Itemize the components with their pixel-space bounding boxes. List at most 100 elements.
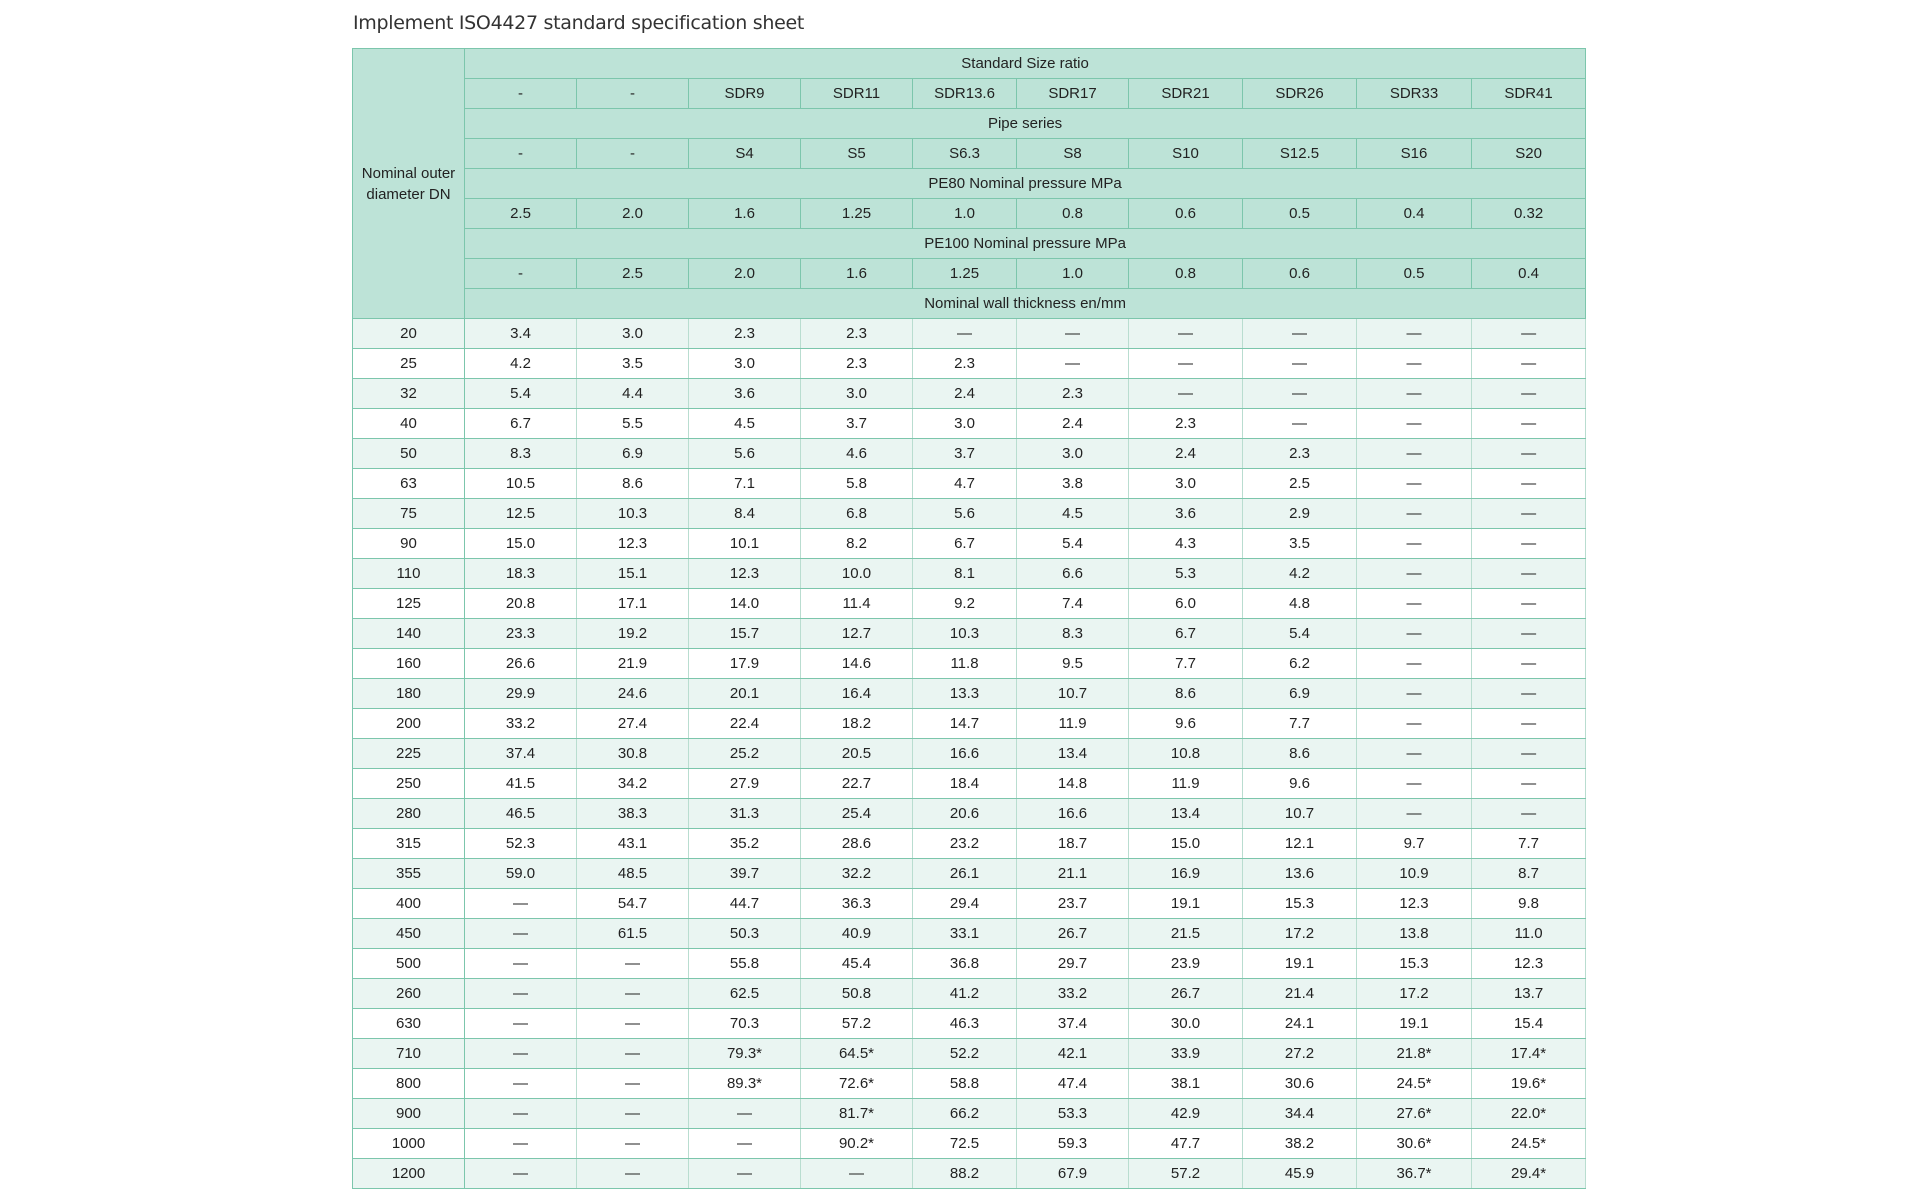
pipe-series-cell: S6.3: [912, 138, 1017, 169]
wall-thickness-cell: —: [464, 1128, 577, 1159]
pe100-pressure-label-row: PE100 Nominal pressure MPa: [353, 228, 1587, 259]
wall-thickness-cell: —: [576, 1128, 689, 1159]
wall-thickness-cell: 12.3: [1470, 948, 1587, 979]
wall-thickness-cell: 48.5: [576, 858, 689, 889]
table-row: 90 15.0 12.3 10.1 8.2 6.7 5.4 4.3 3.5— —: [352, 528, 1587, 559]
wall-thickness-cell: 2.4: [1016, 408, 1129, 439]
wall-thickness-cell: 2.3: [1016, 378, 1129, 409]
pe100-pressure-cell: 1.6: [800, 258, 913, 289]
table-row: 260— —62.5 50.8 41.2 33.2 26.7 21.4 17.2 13.7: [352, 978, 1587, 1009]
wall-thickness-cell: 9.7: [1356, 828, 1472, 859]
nominal-diameter-cell: 32: [352, 378, 465, 409]
nominal-diameter-cell: 355: [352, 858, 465, 889]
wall-thickness-cell: 12.1: [1242, 828, 1357, 859]
pe80-pressure-cell: 0.5: [1242, 198, 1357, 229]
wall-thickness-cell: 42.1: [1016, 1038, 1129, 1069]
nominal-diameter-cell: 250: [352, 768, 465, 799]
wall-thickness-cell: 44.7: [688, 888, 801, 919]
wall-thickness-cell: —: [688, 1098, 801, 1129]
wall-thickness-cell: 31.3: [688, 798, 801, 829]
wall-thickness-cell: 20.6: [912, 798, 1017, 829]
pe100-pressure-cell: 2.0: [688, 258, 801, 289]
wall-thickness-cell: 7.4: [1016, 588, 1129, 619]
wall-thickness-cell: 3.8: [1016, 468, 1129, 499]
wall-thickness-cell: 4.2: [1242, 558, 1357, 589]
wall-thickness-cell: 11.9: [1016, 708, 1129, 739]
table-row: 110 18.3 15.1 12.3 10.0 8.1 6.6 5.3 4.2— —: [352, 558, 1587, 589]
wall-thickness-cell: 16.4: [800, 678, 913, 709]
table-row: 140 23.3 19.2 15.7 12.7 10.3 8.3 6.7 5.4— —: [352, 618, 1587, 649]
sdr-cell: SDR33: [1356, 78, 1472, 109]
wall-thickness-cell: 26.7: [1128, 978, 1243, 1009]
wall-thickness-cell: 89.3*: [688, 1068, 801, 1099]
wall-thickness-cell: 42.9: [1128, 1098, 1243, 1129]
wall-thickness-cell: 38.2: [1242, 1128, 1357, 1159]
wall-thickness-cell: 8.7: [1470, 858, 1587, 889]
wall-thickness-cell: 4.5: [688, 408, 801, 439]
wall-thickness-cell: 4.2: [464, 348, 577, 379]
wall-thickness-cell: 7.1: [688, 468, 801, 499]
wall-thickness-cell: 19.1: [1128, 888, 1243, 919]
wall-thickness-cell: —: [464, 978, 577, 1009]
table-header: Nominal outer diameter DN Standard Size r…: [352, 48, 1587, 319]
pe80-pressure-row: 2.5 2.0 1.6 1.25 1.0 0.8 0.6 0.5 0.4 0.32: [353, 198, 1587, 229]
table-row: 225 37.4 30.8 25.2 20.5 16.6 13.4 10.8 8.6— —: [352, 738, 1587, 769]
wall-thickness-cell: 3.5: [576, 348, 689, 379]
wall-thickness-cell: 2.4: [1128, 438, 1243, 469]
wall-thickness-cell: 2.3: [1242, 438, 1357, 469]
wall-thickness-cell: 52.3: [464, 828, 577, 859]
wall-thickness-cell: 34.4: [1242, 1098, 1357, 1129]
pipe-series-cell: S10: [1128, 138, 1243, 169]
table-row: 40 6.7 5.5 4.5 3.7 3.0 2.4 2.3— — —: [352, 408, 1587, 439]
nominal-diameter-cell: 500: [352, 948, 465, 979]
wall-thickness-cell: —: [1242, 378, 1357, 409]
wall-thickness-cell: 6.2: [1242, 648, 1357, 679]
wall-thickness-cell: 13.8: [1356, 918, 1472, 949]
pe80-pressure-cell: 0.4: [1356, 198, 1472, 229]
wall-thickness-cell: —: [576, 1068, 689, 1099]
wall-thickness-cell: 24.6: [576, 678, 689, 709]
wall-thickness-cell: 36.3: [800, 888, 913, 919]
wall-thickness-cell: 30.6: [1242, 1068, 1357, 1099]
nominal-diameter-cell: 710: [352, 1038, 465, 1069]
wall-thickness-cell: —: [1356, 558, 1472, 589]
wall-thickness-cell: 16.9: [1128, 858, 1243, 889]
wall-thickness-cell: —: [1470, 558, 1587, 589]
wall-thickness-cell: 21.9: [576, 648, 689, 679]
wall-thickness-cell: —: [1016, 318, 1129, 349]
wall-thickness-cell: 9.2: [912, 588, 1017, 619]
nominal-diameter-cell: 630: [352, 1008, 465, 1039]
nominal-diameter-cell: 280: [352, 798, 465, 829]
wall-thickness-cell: 37.4: [1016, 1008, 1129, 1039]
table-row: 400—54.7 44.7 36.3 29.4 23.7 19.1 15.3 12.3 9.8: [352, 888, 1587, 919]
standard-size-ratio-label-row: Nominal outer diameter DN Standard Size r…: [352, 48, 1587, 319]
wall-thickness-cell: 17.4*: [1470, 1038, 1587, 1069]
wall-thickness-cell: 6.7: [464, 408, 577, 439]
wall-thickness-cell: 21.5: [1128, 918, 1243, 949]
wall-thickness-cell: 70.3: [688, 1008, 801, 1039]
table-row: 20 3.4 3.0 2.3 2.3— — — — — —: [352, 318, 1587, 349]
wall-thickness-cell: 29.4: [912, 888, 1017, 919]
wall-thickness-cell: 18.7: [1016, 828, 1129, 859]
nominal-diameter-cell: 180: [352, 678, 465, 709]
wall-thickness-cell: 10.1: [688, 528, 801, 559]
nominal-diameter-cell: 90: [352, 528, 465, 559]
table-row: 32 5.4 4.4 3.6 3.0 2.4 2.3— — — —: [352, 378, 1587, 409]
wall-thickness-cell: —: [464, 918, 577, 949]
wall-thickness-cell: 12.3: [688, 558, 801, 589]
wall-thickness-cell: 13.6: [1242, 858, 1357, 889]
wall-thickness-cell: 2.3: [1128, 408, 1243, 439]
wall-thickness-cell: 14.0: [688, 588, 801, 619]
wall-thickness-cell: 90.2*: [800, 1128, 913, 1159]
wall-thickness-cell: —: [1470, 468, 1587, 499]
wall-thickness-cell: 14.7: [912, 708, 1017, 739]
wall-thickness-cell: 3.0: [1128, 468, 1243, 499]
wall-thickness-cell: 3.0: [688, 348, 801, 379]
nominal-diameter-cell: 225: [352, 738, 465, 769]
wall-thickness-cell: 45.9: [1242, 1158, 1357, 1189]
wall-thickness-cell: —: [464, 1038, 577, 1069]
wall-thickness-cell: 4.6: [800, 438, 913, 469]
wall-thickness-cell: 15.3: [1242, 888, 1357, 919]
wall-thickness-cell: 19.1: [1356, 1008, 1472, 1039]
wall-thickness-cell: 26.7: [1016, 918, 1129, 949]
